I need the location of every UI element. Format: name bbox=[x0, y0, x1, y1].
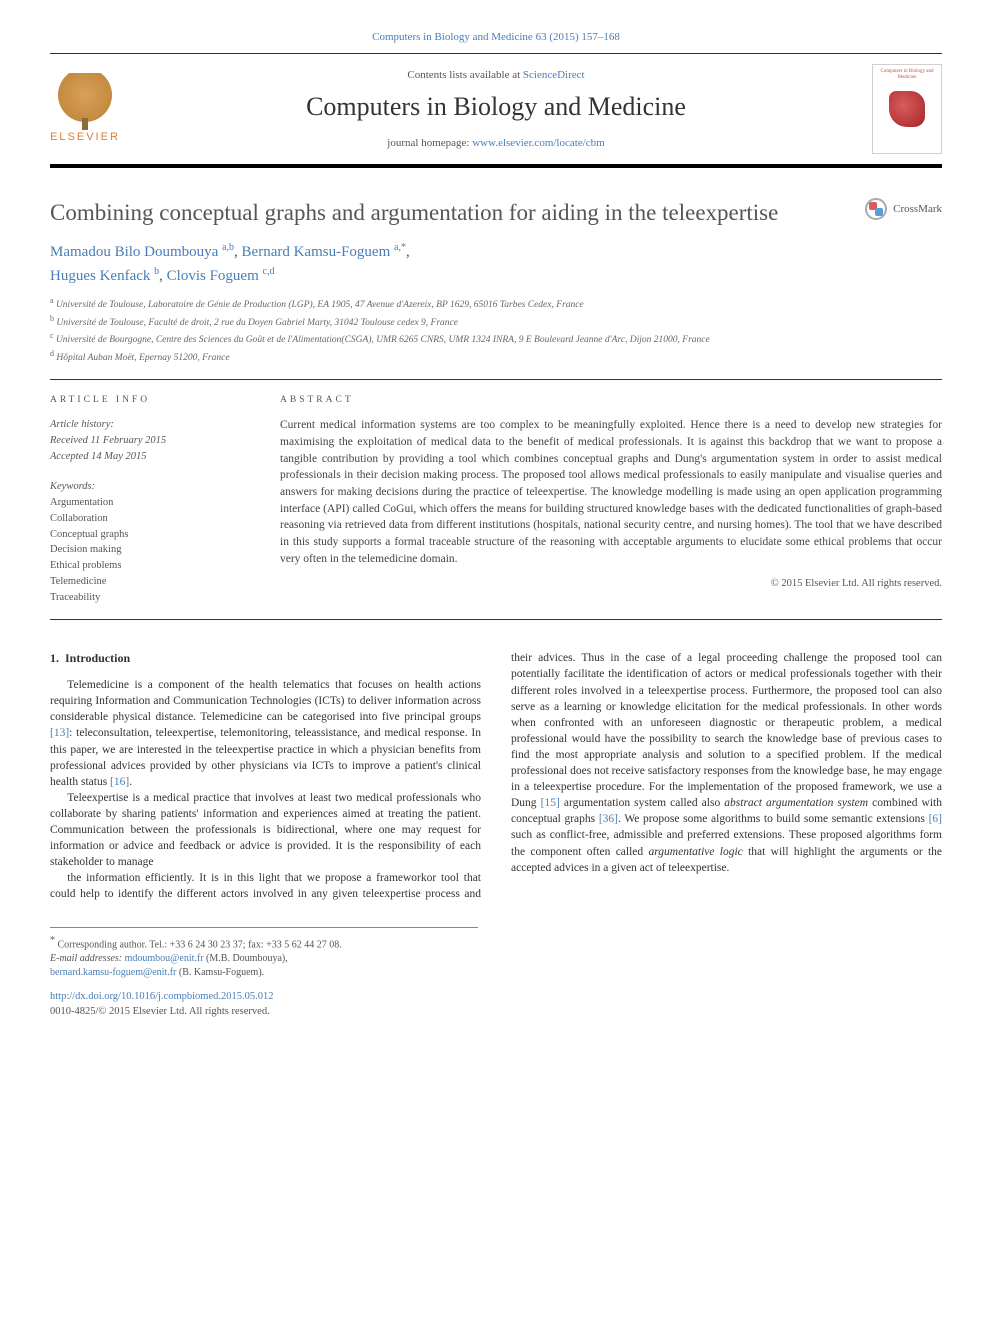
author-aff-sup: a,* bbox=[394, 242, 406, 253]
section-heading: 1. Introduction bbox=[50, 650, 481, 667]
divider-line bbox=[50, 619, 942, 620]
journal-homepage-line: journal homepage: www.elsevier.com/locat… bbox=[140, 136, 852, 151]
citation-link[interactable]: [6] bbox=[929, 813, 942, 825]
article-info-heading: article info bbox=[50, 394, 250, 407]
info-abstract-row: article info Article history: Received 1… bbox=[50, 394, 942, 605]
citation-link[interactable]: [36] bbox=[599, 813, 618, 825]
article-title: Combining conceptual graphs and argument… bbox=[50, 198, 865, 228]
keyword-item: Conceptual graphs bbox=[50, 527, 250, 543]
keyword-item: Ethical problems bbox=[50, 558, 250, 574]
divider-line bbox=[50, 379, 942, 380]
affiliations-block: a Université de Toulouse, Laboratoire de… bbox=[50, 295, 942, 365]
keywords-list: Argumentation Collaboration Conceptual g… bbox=[50, 495, 250, 605]
keyword-item: Argumentation bbox=[50, 495, 250, 511]
author-aff-sup: c,d bbox=[263, 266, 275, 277]
cover-title-text: Computers in Biology and Medicine bbox=[877, 69, 937, 81]
body-paragraph: Telemedicine is a component of the healt… bbox=[50, 677, 481, 790]
abstract-heading: abstract bbox=[280, 394, 942, 407]
keywords-label: Keywords: bbox=[50, 480, 250, 495]
journal-homepage-link[interactable]: www.elsevier.com/locate/cbm bbox=[472, 137, 604, 149]
author-name[interactable]: Hugues Kenfack bbox=[50, 268, 150, 284]
elsevier-logo[interactable]: ELSEVIER bbox=[50, 69, 120, 149]
email-link[interactable]: bernard.kamsu-foguem@enit.fr bbox=[50, 967, 176, 978]
body-paragraph: Teleexpertise is a medical practice that… bbox=[50, 790, 481, 870]
cover-art-icon bbox=[889, 91, 925, 127]
issn-copyright-line: 0010-4825/© 2015 Elsevier Ltd. All right… bbox=[50, 1005, 478, 1020]
body-two-column: 1. Introduction Telemedicine is a compon… bbox=[50, 650, 942, 902]
article-info-column: article info Article history: Received 1… bbox=[50, 394, 250, 605]
email-link[interactable]: mdoumbou@enit.fr bbox=[125, 953, 204, 964]
keyword-item: Collaboration bbox=[50, 511, 250, 527]
crossmark-icon bbox=[865, 198, 887, 220]
keyword-item: Traceability bbox=[50, 590, 250, 606]
affiliation-line: a Université de Toulouse, Laboratoire de… bbox=[50, 295, 942, 312]
author-aff-sup: b bbox=[154, 266, 159, 277]
top-journal: Computers in Biology and Medicine bbox=[372, 31, 533, 43]
citation-link[interactable]: [15] bbox=[541, 797, 560, 809]
keyword-item: Decision making bbox=[50, 542, 250, 558]
affiliation-line: c Université de Bourgogne, Centre des Sc… bbox=[50, 330, 942, 347]
doi-link[interactable]: http://dx.doi.org/10.1016/j.compbiomed.2… bbox=[50, 991, 274, 1002]
citation-link[interactable]: [13] bbox=[50, 727, 69, 739]
author-name[interactable]: Mamadou Bilo Doumbouya bbox=[50, 244, 218, 260]
journal-header-block: ELSEVIER Contents lists available at Sci… bbox=[50, 53, 942, 168]
author-aff-sup: a,b bbox=[222, 242, 234, 253]
top-citation-link[interactable]: Computers in Biology and Medicine 63 (20… bbox=[50, 30, 942, 45]
footer-block: * Corresponding author. Tel.: +33 6 24 3… bbox=[50, 927, 478, 1020]
top-pages: 63 (2015) 157–168 bbox=[536, 31, 620, 43]
doi-line: http://dx.doi.org/10.1016/j.compbiomed.2… bbox=[50, 990, 478, 1005]
history-label: Article history: bbox=[50, 417, 250, 433]
email-addresses-line: E-mail addresses: mdoumbou@enit.fr (M.B.… bbox=[50, 952, 478, 966]
author-name[interactable]: Clovis Foguem bbox=[167, 268, 259, 284]
crossmark-label: CrossMark bbox=[893, 202, 942, 217]
keyword-item: Telemedicine bbox=[50, 574, 250, 590]
authors-line: Mamadou Bilo Doumbouya a,b, Bernard Kams… bbox=[50, 240, 942, 287]
abstract-copyright: © 2015 Elsevier Ltd. All rights reserved… bbox=[280, 577, 942, 592]
article-history: Article history: Received 11 February 20… bbox=[50, 417, 250, 464]
journal-cover-thumbnail[interactable]: Computers in Biology and Medicine bbox=[872, 64, 942, 154]
sciencedirect-link[interactable]: ScienceDirect bbox=[523, 69, 585, 81]
abstract-column: abstract Current medical information sys… bbox=[280, 394, 942, 605]
elsevier-wordmark: ELSEVIER bbox=[50, 130, 120, 145]
accepted-date: Accepted 14 May 2015 bbox=[50, 449, 250, 465]
contents-available-line: Contents lists available at ScienceDirec… bbox=[140, 68, 852, 83]
corresponding-author-line: * Corresponding author. Tel.: +33 6 24 3… bbox=[50, 934, 478, 952]
email-addresses-line-2: bernard.kamsu-foguem@enit.fr (B. Kamsu-F… bbox=[50, 966, 478, 980]
affiliation-line: b Université de Toulouse, Faculté de dro… bbox=[50, 313, 942, 330]
crossmark-badge[interactable]: CrossMark bbox=[865, 198, 942, 220]
affiliation-line: d Hôpital Auban Moët, Epernay 51200, Fra… bbox=[50, 348, 942, 365]
elsevier-tree-icon bbox=[55, 73, 115, 128]
author-name[interactable]: Bernard Kamsu-Foguem bbox=[242, 244, 391, 260]
abstract-text: Current medical information systems are … bbox=[280, 417, 942, 567]
received-date: Received 11 February 2015 bbox=[50, 433, 250, 449]
journal-name: Computers in Biology and Medicine bbox=[140, 89, 852, 125]
header-center: Contents lists available at ScienceDirec… bbox=[140, 68, 852, 151]
citation-link[interactable]: [16] bbox=[110, 776, 129, 788]
title-row: Combining conceptual graphs and argument… bbox=[50, 198, 942, 228]
